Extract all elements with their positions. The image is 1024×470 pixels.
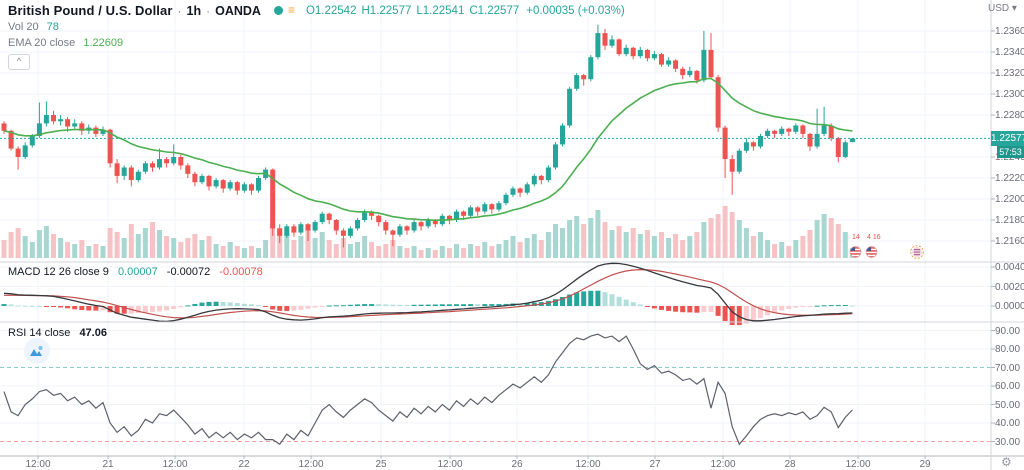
macd-hist-value: 0.00007 [117,266,158,278]
price-axis-label: 1.22200 [995,173,1024,184]
ohlc-low: L1.22541 [416,4,465,17]
main-legend: British Pound / U.S. Dollar · 1h · OANDA… [8,3,625,70]
ema-legend-label: EMA 20 close [8,37,76,49]
rsi-axis-label: 60.00 [995,381,1021,392]
interval-label[interactable]: 1h [186,3,202,18]
event-count-label: 14 [852,234,860,241]
rsi-axis-label: 90.00 [995,325,1021,337]
title-separator2: · [206,3,211,18]
price-axis-label: 1.22800 [995,110,1024,121]
bar-countdown-badge: 57:53 [997,146,1024,158]
time-axis-label: 12:00 [298,459,324,470]
macd-line-value: -0.00072 [166,266,211,278]
macd-axis-label: 0.00000 [995,301,1024,312]
macd-legend-label: MACD 12 26 close 9 [8,266,109,278]
ema-legend[interactable]: EMA 20 close 1.22609 [8,37,625,49]
price-axis-label: 1.23200 [995,68,1024,79]
time-axis-label: 12:00 [575,459,601,470]
visibility-icon[interactable] [273,6,283,15]
price-change: +0.00035 (+0.03%) [526,4,625,17]
macd-legend[interactable]: MACD 12 26 close 9 0.00007 -0.00072 -0.0… [8,266,263,278]
time-axis-label: 27 [649,459,661,470]
rsi-axis-label: 50.00 [995,399,1021,411]
ohlc-high: H1.22577 [361,4,412,17]
event-markers: 14 4 16 [846,234,946,262]
time-axis-label: 21 [102,459,114,470]
time-axis-label: 22 [238,459,250,470]
volume-legend-label: Vol 20 [8,21,39,33]
ohlc-close: C1.22577 [469,4,520,17]
collapse-indicators-button[interactable]: ^ [8,54,30,70]
more-icon[interactable]: ≡ [287,3,295,17]
rsi-legend-label: RSI 14 close [8,327,71,339]
exchange-label[interactable]: OANDA [215,3,261,18]
rsi-legend-value: 47.06 [79,327,107,339]
rsi-legend[interactable]: RSI 14 close 47.06 [8,327,107,339]
calendar-event-icon [912,247,922,257]
us-flag-event-icon [866,246,877,258]
macd-signal-value: -0.00078 [219,266,263,278]
volume-legend[interactable]: Vol 20 78 [8,21,625,33]
rsi-axis-label: 70.00 [995,362,1021,374]
ohlc-open: O1.22542 [305,4,357,17]
us-flag-event-icon [850,246,861,258]
price-axis-label: 1.23000 [995,89,1024,100]
time-axis-label: 25 [375,459,387,470]
time-axis-label: 28 [784,459,796,470]
title-separator: · [177,3,182,18]
currency-toggle[interactable]: USD ▾ [988,3,1017,14]
event-count-label: 4 16 [867,234,881,241]
time-axis-label: 29 [919,459,931,470]
time-axis-label: 12:00 [25,459,51,470]
axis-settings-gear-icon[interactable]: ⚙ [1001,455,1012,469]
time-axis-label: 12:00 [845,459,871,470]
time-axis-label: 12:00 [710,459,736,470]
ema-legend-value: 1.22609 [83,37,124,49]
rsi-axis-label: 80.00 [995,344,1021,355]
price-axis-label: 1.21800 [995,215,1024,226]
time-axis-label: 26 [511,459,523,470]
current-price-badge: 1.22577 [991,131,1024,146]
rsi-axis-label: 30.00 [995,436,1021,448]
symbol-title[interactable]: British Pound / U.S. Dollar [8,3,173,18]
rsi-axis-label: 40.00 [995,418,1021,429]
price-axis-label: 1.22000 [995,194,1024,205]
watermark-logo-icon [24,338,50,364]
volume-legend-value: 78 [46,21,59,33]
time-axis-label: 12:00 [437,459,463,470]
price-axis-label: 1.23400 [995,47,1024,58]
price-axis-label: 1.23600 [995,26,1024,37]
time-axis-label: 12:00 [162,459,188,470]
